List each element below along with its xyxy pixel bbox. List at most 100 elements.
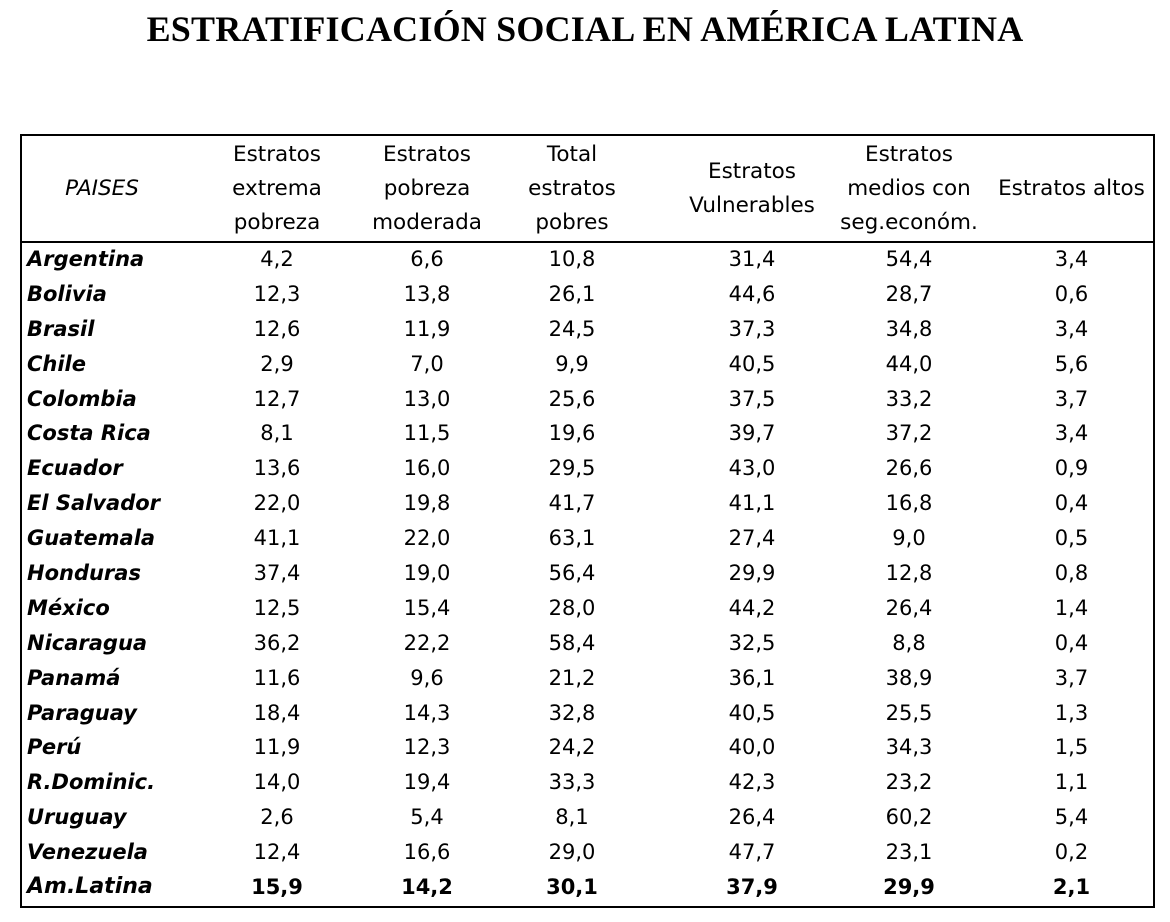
country-name: R.Dominic. [27,770,156,795]
page-title: ESTRATIFICACIÓN SOCIAL EN AMÉRICA LATINA [146,9,1024,49]
table-cell: 0,4 [1054,630,1089,655]
table-cell: 8,1 [555,805,589,830]
table-cell: 2,9 [260,351,294,376]
table-cell: 8,1 [260,421,294,446]
table-cell: 47,7 [728,840,776,865]
table-body: Argentina 4,2 6,6 10,8 31,4 54,4 3,4 Bolivia 12,… [22,242,1153,905]
table-cell: 25,6 [548,386,596,411]
table-cell: 14,0 [253,770,301,795]
header-vulnerables: Estratos Vulnerables [689,158,815,218]
table-row: México 12,5 15,4 28,0 44,2 26,4 1,4 [22,591,1153,626]
table-cell: 22,2 [403,630,451,655]
table-cell: 12,7 [253,386,301,411]
table-cell: 19,0 [403,561,451,586]
country-name: Costa Rica [27,421,151,446]
table-row: Honduras 37,4 19,0 56,4 29,9 12,8 0,8 [22,556,1153,591]
table-cell: 28,0 [548,595,596,620]
table-total-row: Am.Latina 15,9 14,2 30,1 37,9 29,9 2,1 [22,870,1153,905]
table-cell: 29,5 [548,456,596,481]
table-cell: 1,5 [1054,735,1089,760]
table-cell: 3,4 [1054,247,1089,271]
table-cell: 8,8 [892,630,926,655]
table-cell: 0,6 [1054,281,1089,306]
table-cell: 40,5 [728,351,776,376]
table-cell: 30,1 [546,875,598,900]
table-cell: 6,6 [410,247,444,271]
table-cell: 41,1 [728,491,776,516]
table-cell: 58,4 [548,630,596,655]
table-cell: 31,4 [728,247,776,271]
header-pobreza-moderada: Estratos pobreza moderada [372,141,482,235]
table-cell: 5,6 [1054,351,1089,376]
table-cell: 22,0 [253,491,301,516]
country-name: Venezuela [27,840,148,865]
table-cell: 60,2 [885,805,933,830]
table-cell: 40,0 [728,735,776,760]
table-cell: 32,8 [548,700,596,725]
table-cell: 1,1 [1054,770,1089,795]
header-total-pobres: Total estratos pobres [528,141,616,235]
country-name: Colombia [27,386,137,411]
table-cell: 40,5 [728,700,776,725]
table-cell: 21,2 [548,665,596,690]
table-row: Costa Rica 8,1 11,5 19,6 39,7 37,2 3,4 [22,416,1153,451]
table-cell: 5,4 [410,805,444,830]
table-cell: 11,5 [403,421,451,446]
table-row: Uruguay 2,6 5,4 8,1 26,4 60,2 5,4 [22,800,1153,835]
country-name: Argentina [27,247,145,271]
table-cell: 37,2 [885,421,933,446]
table-cell: 11,9 [253,735,301,760]
table-cell: 37,9 [726,875,778,900]
table-row: Guatemala 41,1 22,0 63,1 27,4 9,0 0,5 [22,521,1153,556]
country-name: Nicaragua [27,630,148,655]
table-cell: 56,4 [548,561,596,586]
table-cell: 37,4 [253,561,301,586]
country-name: Perú [27,735,82,760]
table-cell: 16,8 [885,491,933,516]
table-cell: 13,8 [403,281,451,306]
table-cell: 4,2 [260,247,294,271]
table-cell: 13,6 [253,456,301,481]
table-cell: 38,9 [885,665,933,690]
table-cell: 29,9 [883,875,935,900]
table-cell: 0,2 [1054,840,1089,865]
table-cell: 2,6 [260,805,294,830]
table-cell: 0,5 [1054,526,1089,551]
table-header: PAISES Estratos extrema pobreza Estratos… [22,136,1153,243]
table-cell: 3,7 [1054,386,1089,411]
table-cell: 23,2 [885,770,933,795]
table-cell: 33,2 [885,386,933,411]
table-row: Perú 11,9 12,3 24,2 40,0 34,3 1,5 [22,730,1153,765]
table-cell: 13,0 [403,386,451,411]
table-cell: 18,4 [253,700,301,725]
table-row: Colombia 12,7 13,0 25,6 37,5 33,2 3,7 [22,382,1153,417]
table-row: Ecuador 13,6 16,0 29,5 43,0 26,6 0,9 [22,451,1153,486]
country-name: Panamá [27,665,121,690]
table-cell: 37,3 [728,316,776,341]
table-cell: 41,7 [548,491,596,516]
table-cell: 0,8 [1054,561,1089,586]
table-cell: 24,5 [548,316,596,341]
table-row: Chile 2,9 7,0 9,9 40,5 44,0 5,6 [22,347,1153,382]
country-name: Honduras [27,561,141,586]
table-cell: 26,1 [548,281,596,306]
header-paises: PAISES [65,175,139,201]
stratification-table: PAISES Estratos extrema pobreza Estratos… [20,134,1155,908]
table-cell: 44,6 [728,281,776,306]
table-cell: 27,4 [728,526,776,551]
table-cell: 14,3 [403,700,451,725]
country-name: Brasil [27,316,95,341]
table-cell: 12,5 [253,595,301,620]
table-cell: 15,4 [403,595,451,620]
table-row: Bolivia 12,3 13,8 26,1 44,6 28,7 0,6 [22,277,1153,312]
table-cell: 11,6 [253,665,301,690]
table-cell: 16,0 [403,456,451,481]
country-name: México [27,595,110,620]
country-name: Uruguay [27,805,127,830]
header-altos: Estratos altos [998,175,1145,201]
table-cell: 29,0 [548,840,596,865]
table-cell: 23,1 [885,840,933,865]
table-cell: 28,7 [885,281,933,306]
table-cell: 43,0 [728,456,776,481]
table-cell: 37,5 [728,386,776,411]
